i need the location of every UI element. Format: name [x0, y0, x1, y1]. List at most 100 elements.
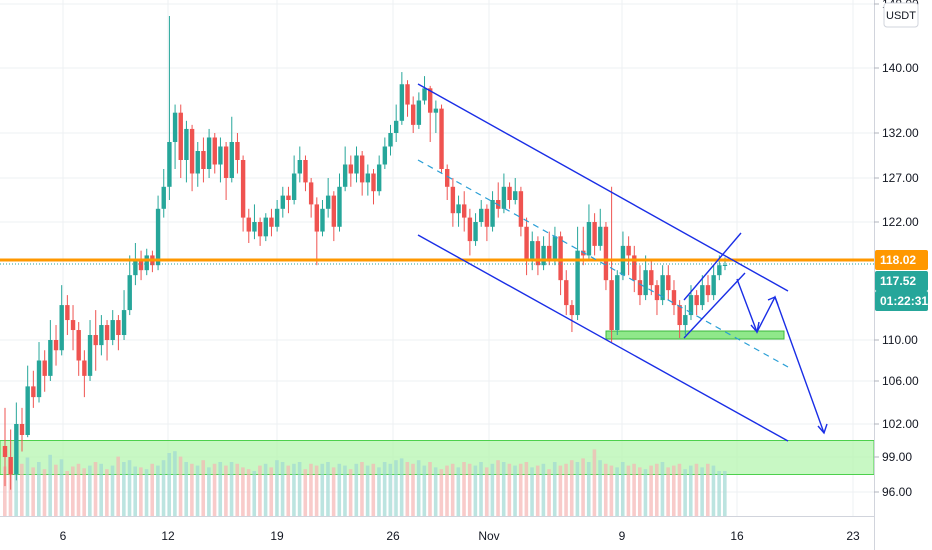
volume-bar — [411, 463, 415, 516]
candle-body — [416, 100, 422, 125]
volume-bar — [161, 460, 166, 516]
volume-bar — [360, 462, 364, 516]
candle-body — [677, 305, 682, 326]
volume-bar — [144, 469, 149, 516]
volume-bar — [416, 460, 421, 516]
volume-bar — [473, 465, 478, 516]
volume-bar — [76, 463, 81, 516]
volume-bar — [524, 462, 529, 516]
candle-body — [337, 186, 342, 227]
candle-body — [541, 245, 546, 266]
candle-body — [365, 173, 371, 183]
candle-body — [53, 340, 59, 351]
candle-body — [456, 204, 461, 214]
volume-bar — [654, 463, 659, 516]
volume-bar — [156, 465, 160, 516]
candle-body — [116, 320, 121, 336]
volume-bar — [405, 462, 410, 516]
volume-bar — [598, 460, 602, 516]
candle-body — [263, 217, 268, 237]
candle-body — [42, 360, 47, 376]
candle-body — [121, 310, 127, 336]
candle-body — [722, 264, 728, 266]
candle-body — [575, 250, 580, 316]
volume-bar — [275, 460, 279, 516]
volume-bar — [723, 471, 727, 516]
candle-body — [308, 182, 314, 205]
candle-body — [291, 173, 297, 200]
candle-body — [592, 222, 597, 246]
volume-bar — [99, 463, 103, 516]
candle-body — [110, 320, 115, 340]
candle-body — [564, 280, 569, 306]
candle-body — [427, 88, 433, 113]
volume-bar — [303, 469, 308, 516]
currency-button[interactable]: USDT — [883, 2, 919, 28]
arrowhead-1 — [750, 321, 760, 334]
candle-body — [717, 265, 722, 276]
candle-body — [603, 226, 609, 281]
volume-bar — [507, 463, 512, 516]
candle-body — [297, 160, 303, 174]
volume-bar — [224, 465, 228, 516]
candle-body — [671, 290, 677, 306]
volume-bar — [428, 462, 432, 516]
candle-body — [172, 112, 178, 142]
candle-body — [405, 84, 410, 105]
volume-bar — [422, 465, 427, 516]
trend-channel-drawings — [417, 83, 828, 442]
price-tick-label: 122.00 — [882, 215, 919, 229]
support-zone-small — [605, 330, 785, 340]
volume-bar — [371, 463, 376, 516]
volume-bar — [71, 466, 75, 516]
volume-bar — [388, 463, 393, 516]
candle-body — [59, 305, 64, 351]
candle-body — [705, 285, 711, 296]
volume-bar — [569, 460, 574, 516]
volume-bar — [688, 465, 693, 516]
candle-body — [144, 255, 149, 271]
arrowhead-2 — [767, 296, 779, 306]
candle-body — [433, 108, 439, 113]
channel-upper-line — [417, 83, 789, 292]
candle-body — [235, 142, 240, 160]
volume-bar — [54, 464, 58, 516]
volume-bar — [326, 462, 330, 516]
candle-body — [637, 280, 643, 296]
volume-bar — [484, 467, 489, 516]
volume-bar — [450, 463, 455, 516]
price-tick-label: 140.00 — [882, 61, 919, 75]
volume-bar — [229, 462, 234, 516]
candle-body — [87, 335, 93, 376]
volume-bar — [462, 462, 466, 516]
candle-body — [688, 295, 694, 316]
time-tick-label: Nov — [478, 529, 499, 543]
candle-body — [36, 360, 42, 398]
candle-body — [76, 330, 81, 361]
candle-body — [524, 226, 529, 261]
volume-bar — [490, 463, 495, 516]
volume-bar — [399, 458, 404, 516]
candle-body — [280, 195, 285, 209]
countdown-tag-box — [875, 291, 928, 311]
volume-bar — [88, 465, 92, 516]
volume-bar — [535, 465, 540, 516]
volume-bar — [496, 460, 500, 516]
volume-bar — [575, 462, 580, 516]
volume-bar — [615, 467, 619, 516]
candle-body — [240, 160, 246, 218]
time-tick-label: 19 — [270, 529, 284, 543]
volume-bar — [581, 458, 585, 516]
candle-body — [393, 120, 399, 133]
candle-body — [507, 186, 512, 200]
candle-body — [660, 275, 665, 301]
volume-bar — [365, 465, 370, 516]
candle-body — [666, 275, 671, 291]
time-tick-label: 16 — [730, 529, 744, 543]
volume-bar — [150, 463, 155, 516]
candle-body — [354, 155, 359, 174]
candle-body — [700, 285, 705, 306]
volume-bar — [541, 463, 546, 516]
volume-bar — [660, 462, 665, 516]
